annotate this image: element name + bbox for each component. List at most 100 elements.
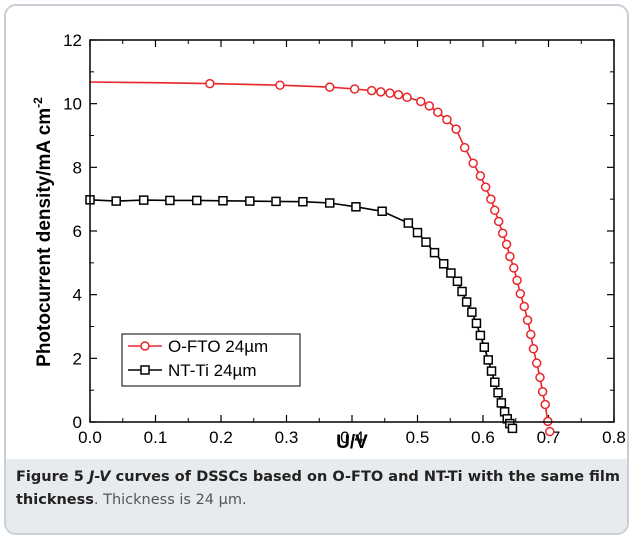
x-tick-label: 0.8 <box>602 428 626 447</box>
plot-frame <box>89 39 615 423</box>
data-point-square <box>475 330 486 341</box>
data-point-circle <box>486 194 496 204</box>
y-tick-label: 8 <box>73 158 82 177</box>
y-tick-label: 4 <box>73 286 82 305</box>
x-tick-label: 0.6 <box>471 428 495 447</box>
data-point-square <box>429 247 440 258</box>
data-point-circle <box>512 275 522 286</box>
data-point-circle <box>424 101 435 111</box>
data-point-square <box>412 227 423 238</box>
data-point-square <box>467 307 477 317</box>
caption-band <box>6 459 627 533</box>
data-point-circle <box>545 426 555 437</box>
data-point-square <box>446 268 456 278</box>
data-point-circle <box>349 84 360 94</box>
data-point-square <box>457 286 467 297</box>
data-point-circle <box>497 228 508 238</box>
caption-rest: . Thickness is 24 µm. <box>93 492 247 508</box>
data-point-circle <box>275 80 285 90</box>
data-point-square <box>218 196 228 206</box>
jv-chart: 0.0 0.1 0.2 0.3 0.4 0.5 0.6 0.7 0.8 0 2 4 6 8 10 12 U/V… <box>31 31 626 453</box>
data-point-circle <box>490 205 500 216</box>
data-point-circle <box>509 263 519 273</box>
y-tick-label: 6 <box>73 222 82 241</box>
data-point-square <box>483 355 493 365</box>
data-point-square <box>351 202 361 212</box>
caption-jv: J-V <box>88 469 111 485</box>
data-point-circle <box>385 88 395 98</box>
data-point-circle <box>493 216 504 227</box>
marker-layer <box>85 78 555 437</box>
data-point-circle <box>442 114 452 125</box>
data-point-square <box>245 196 255 206</box>
data-point-square <box>138 195 149 205</box>
figure-frame <box>4 4 629 535</box>
tick-labels: 0.0 0.1 0.2 0.3 0.4 0.5 0.6 0.7 0.8 0 2 4 6 8 10 12 <box>63 31 626 447</box>
data-point-square <box>479 342 490 352</box>
series-line-1 <box>90 199 510 422</box>
data-point-circle <box>519 301 530 312</box>
data-point-circle <box>501 239 512 250</box>
data-point-square <box>298 196 308 207</box>
legend-marker-ntti <box>140 365 150 375</box>
data-point-circle <box>393 90 404 100</box>
data-point-square <box>490 377 500 387</box>
x-tick-label: 0.5 <box>406 428 430 447</box>
data-point-square <box>421 237 431 247</box>
data-point-square <box>461 297 472 307</box>
x-tick-label: 0.2 <box>209 428 233 447</box>
data-point-square <box>271 196 281 207</box>
data-point-circle <box>528 344 539 354</box>
figure-caption: Figure 5 J-V curves of DSSCs based on O-… <box>16 466 620 512</box>
data-point-circle <box>526 329 536 340</box>
data-point-square <box>496 398 507 408</box>
y-tick-label: 12 <box>63 31 82 50</box>
y-tick-label: 10 <box>63 95 82 114</box>
y-axis-title-main: Photocurrent density/mA cm <box>34 108 55 367</box>
y-tick-label: 0 <box>73 413 82 432</box>
data-point-square <box>111 196 121 206</box>
data-point-circle <box>522 315 533 325</box>
legend-label-ofto: O-FTO 24µm <box>168 337 268 356</box>
data-point-circle <box>540 399 550 410</box>
data-point-circle <box>451 124 461 134</box>
data-point-circle <box>433 107 443 118</box>
data-point-circle <box>535 372 545 383</box>
legend: O-FTO 24µm NT-Ti 24µm <box>121 333 301 387</box>
caption-title: Figure 5 J-V curves of DSSCs based on O-… <box>16 469 620 508</box>
caption-figure-label: Figure 5 <box>16 469 89 485</box>
data-point-square <box>324 198 335 208</box>
x-axis-title: U/V <box>336 432 368 453</box>
data-point-square <box>192 195 202 206</box>
data-point-square <box>507 423 518 434</box>
x-tick-label: 0.7 <box>537 428 561 447</box>
data-point-square <box>486 366 497 376</box>
x-tick-label: 0.0 <box>78 428 102 447</box>
data-point-circle <box>459 142 470 153</box>
data-point-square <box>165 195 175 206</box>
y-axis-title-sup: -2 <box>31 97 45 108</box>
data-point-square <box>438 259 449 269</box>
data-point-circle <box>324 82 335 92</box>
legend-box <box>121 333 301 387</box>
data-point-circle <box>480 182 491 192</box>
legend-marker-ofto <box>140 341 150 351</box>
x-tick-label: 0.3 <box>275 428 299 447</box>
data-point-circle <box>366 85 377 96</box>
x-tick-label: 0.1 <box>144 428 168 447</box>
axis-ticks <box>89 39 615 423</box>
data-point-square <box>377 206 387 217</box>
data-point-circle <box>402 92 412 103</box>
caption-title-rest: curves of DSSCs based on O-FTO and NT-Ti… <box>16 469 621 508</box>
data-point-square <box>403 218 414 228</box>
data-point-circle <box>416 96 426 107</box>
x-tick-label: 0.4 <box>340 428 364 447</box>
data-point-square <box>493 387 503 398</box>
data-point-circle <box>505 251 515 262</box>
legend-label-ntti: NT-Ti 24µm <box>168 361 257 380</box>
data-point-circle <box>205 78 215 89</box>
y-tick-label: 2 <box>73 349 82 368</box>
data-point-square <box>471 318 482 329</box>
data-point-circle <box>537 387 548 397</box>
data-point-circle <box>531 358 542 368</box>
